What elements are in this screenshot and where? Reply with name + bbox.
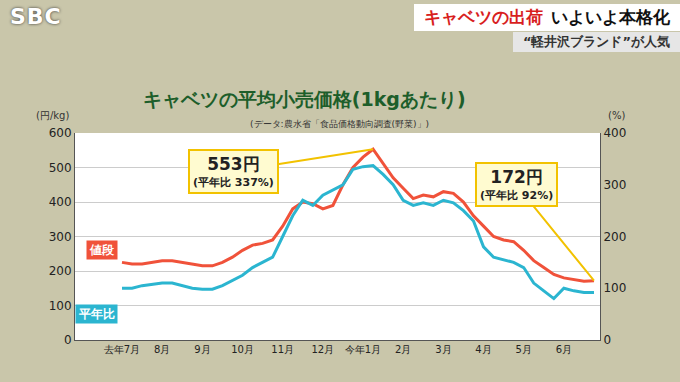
svg-text:10月: 10月: [231, 344, 254, 355]
svg-text:0: 0: [603, 333, 611, 347]
svg-text:11月: 11月: [271, 344, 294, 355]
svg-text:去年7月: 去年7月: [104, 344, 140, 355]
svg-text:0: 0: [64, 333, 72, 347]
svg-text:今年1月: 今年1月: [345, 344, 381, 355]
svg-text:値段: 値段: [89, 243, 115, 257]
svg-text:2月: 2月: [395, 344, 411, 355]
svg-text:12月: 12月: [311, 344, 334, 355]
svg-text:キャベツの平均小売価格(1kgあたり): キャベツの平均小売価格(1kgあたり): [143, 88, 466, 110]
svg-text:553円(平年比 337%): 553円(平年比 337%): [193, 154, 274, 189]
svg-text:3月: 3月: [435, 344, 451, 355]
svg-text:5月: 5月: [516, 344, 532, 355]
svg-text:(円/kg): (円/kg): [36, 110, 69, 121]
svg-text:100: 100: [49, 299, 72, 313]
html-text:“軽井沢ブランド”が人気: “軽井沢ブランド”が人気: [522, 34, 670, 49]
svg-text:200: 200: [603, 230, 626, 244]
svg-text:172円(平年比 92%): 172円(平年比 92%): [480, 167, 553, 202]
svg-text:100: 100: [603, 281, 626, 295]
html-text:キャベツの出荷: キャベツの出荷: [424, 7, 543, 27]
svg-text:(データ:農水省「食品価格動向調査(野菜)」): (データ:農水省「食品価格動向調査(野菜)」): [250, 119, 429, 129]
svg-text:400: 400: [49, 195, 72, 209]
svg-text:8月: 8月: [154, 344, 170, 355]
html-text:SBC: SBC: [10, 4, 62, 29]
svg-text:300: 300: [49, 230, 72, 244]
svg-text:300: 300: [603, 178, 626, 192]
svg-text:平年比: 平年比: [78, 307, 115, 321]
svg-text:600: 600: [49, 126, 72, 140]
svg-text:6月: 6月: [556, 344, 572, 355]
svg-text:500: 500: [49, 161, 72, 175]
svg-text:4月: 4月: [475, 344, 491, 355]
svg-text:9月: 9月: [194, 344, 210, 355]
svg-text:400: 400: [603, 126, 626, 140]
html-text:いよいよ本格化: いよいよ本格化: [551, 7, 670, 27]
svg-text:(%): (%): [608, 110, 625, 121]
svg-text:200: 200: [49, 264, 72, 278]
